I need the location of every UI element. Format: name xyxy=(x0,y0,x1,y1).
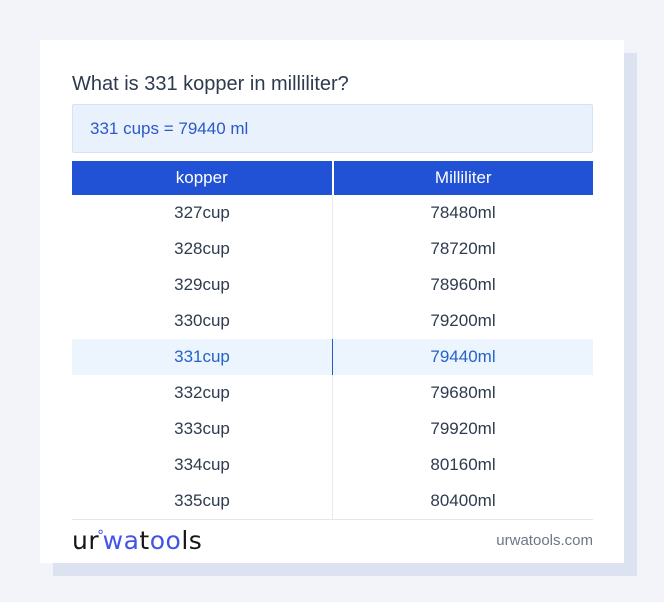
table-row: 330cup 79200ml xyxy=(72,303,593,339)
answer-text: 331 cups = 79440 ml xyxy=(90,118,249,138)
milliliter-cell: 79440ml xyxy=(332,339,593,375)
milliliter-cell: 78720ml xyxy=(332,231,593,267)
page-title: What is 331 kopper in milliliter? xyxy=(72,73,349,95)
conversion-table-body: 327cup 78480ml 328cup 78720ml 329cup 78960ml 3… xyxy=(72,195,593,520)
logo-glasses-icon: oo xyxy=(149,526,182,555)
milliliter-cell: 79200ml xyxy=(332,303,593,339)
milliliter-cell: 78960ml xyxy=(332,267,593,303)
table-row: 333cup 79920ml xyxy=(72,411,593,447)
column-header-kopper: kopper xyxy=(72,161,333,195)
table-row: 328cup 78720ml xyxy=(72,231,593,267)
table-row: 327cup 78480ml xyxy=(72,195,593,231)
answer-box: 331 cups = 79440 ml xyxy=(72,104,593,153)
card-content: What is 331 kopper in milliliter? 331 cu… xyxy=(40,40,624,562)
milliliter-cell: 79680ml xyxy=(332,375,593,411)
conversion-table: kopper Milliliter 327cup 78480ml 328cup 787… xyxy=(72,161,593,520)
header-row: kopper Milliliter xyxy=(72,161,593,195)
table-row: 331cup 79440ml xyxy=(72,339,593,375)
conversion-card: What is 331 kopper in milliliter? 331 cu… xyxy=(40,40,624,563)
logo-text-dark: ls xyxy=(181,526,203,555)
kopper-cell: 329cup xyxy=(72,267,333,303)
milliliter-cell: 79920ml xyxy=(332,411,593,447)
footer: ur°watools urwatools.com xyxy=(72,520,593,562)
logo-text-dark: t xyxy=(139,526,150,555)
logo-ring-icon: ° xyxy=(97,528,105,544)
kopper-cell: 327cup xyxy=(72,195,333,231)
table-row: 335cup 80400ml xyxy=(72,483,593,520)
kopper-cell: 332cup xyxy=(72,375,333,411)
milliliter-cell: 80160ml xyxy=(332,447,593,483)
milliliter-cell: 78480ml xyxy=(332,195,593,231)
kopper-cell: 334cup xyxy=(72,447,333,483)
site-logo[interactable]: ur°watools xyxy=(72,526,202,555)
table-row: 334cup 80160ml xyxy=(72,447,593,483)
kopper-cell: 335cup xyxy=(72,483,333,520)
table-row: 332cup 79680ml xyxy=(72,375,593,411)
column-header-milliliter: Milliliter xyxy=(331,161,593,195)
conversion-table-header: kopper Milliliter xyxy=(72,161,593,195)
logo-text-dark: ur xyxy=(72,526,100,555)
kopper-cell: 331cup xyxy=(72,339,333,375)
kopper-cell: 333cup xyxy=(72,411,333,447)
kopper-cell: 328cup xyxy=(72,231,333,267)
site-url: urwatools.com xyxy=(496,532,593,549)
kopper-cell: 330cup xyxy=(72,303,333,339)
table-row: 329cup 78960ml xyxy=(72,267,593,303)
logo-text-blue: wa xyxy=(102,526,140,555)
milliliter-cell: 80400ml xyxy=(332,483,593,520)
